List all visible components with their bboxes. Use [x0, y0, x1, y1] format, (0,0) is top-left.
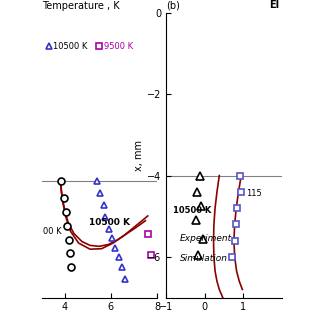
Text: 00 K: 00 K	[43, 227, 61, 236]
Text: 10500 K: 10500 K	[89, 218, 130, 227]
Text: 10500 K: 10500 K	[173, 206, 212, 215]
Text: El: El	[269, 0, 279, 10]
Text: (b): (b)	[166, 1, 180, 11]
Text: 10500 K: 10500 K	[53, 42, 87, 51]
Text: Simulation: Simulation	[180, 254, 228, 263]
X-axis label: a: a	[96, 318, 102, 320]
Text: 9500 K: 9500 K	[104, 42, 133, 51]
Text: 115: 115	[246, 189, 262, 198]
Text: Temperature , K: Temperature , K	[42, 1, 119, 11]
Y-axis label: x, mm: x, mm	[134, 140, 144, 171]
Text: Experiment: Experiment	[180, 234, 232, 243]
